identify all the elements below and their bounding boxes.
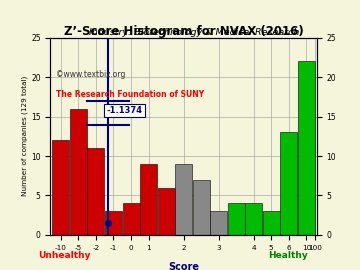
Bar	[228, 203, 245, 235]
Bar	[53, 140, 69, 235]
Bar	[87, 148, 104, 235]
Text: Healthy: Healthy	[268, 251, 308, 260]
X-axis label: Score: Score	[168, 262, 199, 270]
Bar	[193, 180, 210, 235]
Text: Industry: Biotechnology & Medical Research: Industry: Biotechnology & Medical Resear…	[89, 28, 300, 37]
Text: The Research Foundation of SUNY: The Research Foundation of SUNY	[56, 90, 204, 99]
Text: ©www.textbiz.org: ©www.textbiz.org	[56, 70, 125, 79]
Text: -1.1374: -1.1374	[107, 106, 143, 115]
Bar	[140, 164, 157, 235]
Y-axis label: Number of companies (129 total): Number of companies (129 total)	[22, 76, 28, 197]
Bar	[245, 203, 262, 235]
Bar	[298, 62, 315, 235]
Bar	[105, 211, 122, 235]
Bar	[158, 188, 175, 235]
Bar	[70, 109, 87, 235]
Bar	[122, 203, 140, 235]
Bar	[175, 164, 192, 235]
Bar	[210, 211, 227, 235]
Text: Unhealthy: Unhealthy	[39, 251, 91, 260]
Bar	[280, 132, 297, 235]
Bar	[263, 211, 280, 235]
Title: Z’-Score Histogram for NVAX (2016): Z’-Score Histogram for NVAX (2016)	[64, 25, 303, 38]
